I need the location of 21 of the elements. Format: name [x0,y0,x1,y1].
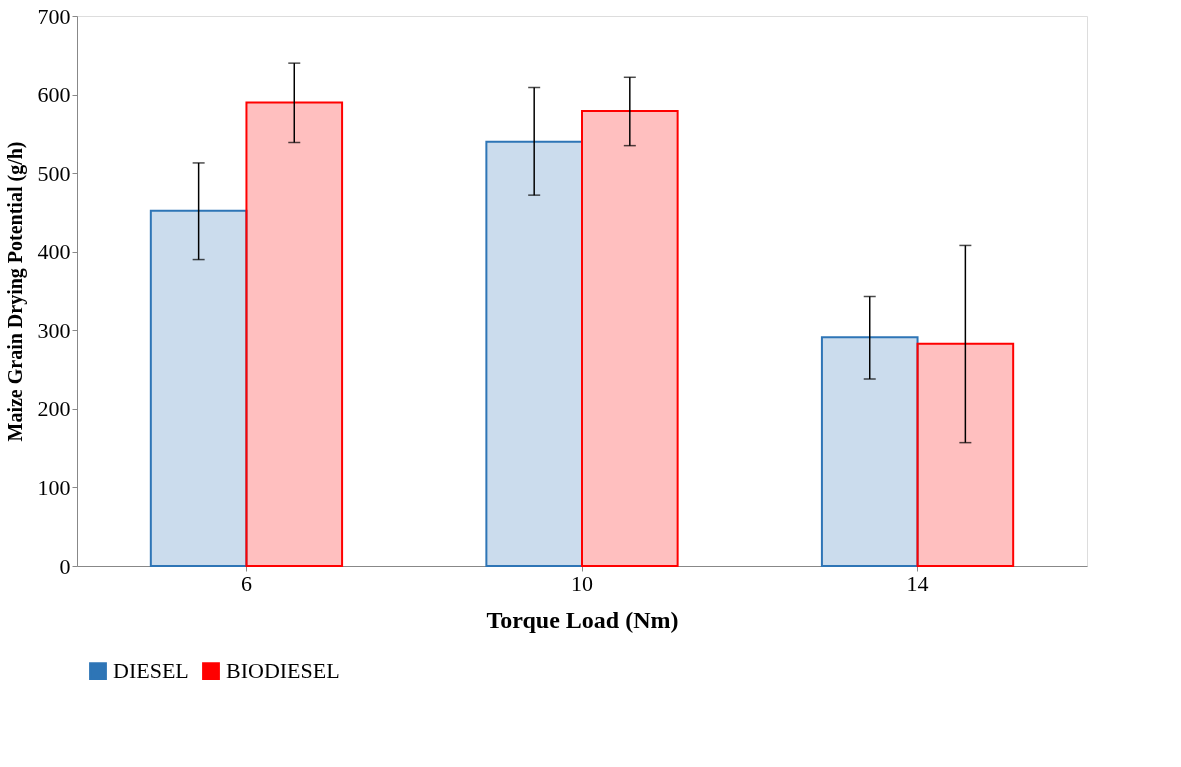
bar [820,336,919,567]
bar [149,209,248,567]
x-tick-label: 14 [906,570,929,596]
y-tick-label: 200 [37,396,71,422]
x-tick-label: 10 [571,570,593,596]
y-tick-label: 0 [59,553,71,579]
bar [916,342,1015,567]
y-axis-title: Maize Grain Drying Potential (g/h) [3,141,27,442]
y-tick-label: 100 [37,474,71,500]
x-tick-label: 6 [240,570,252,596]
bar [485,140,583,567]
y-tick-label: 400 [37,239,71,265]
y-tick-label: 600 [37,82,71,108]
bar [581,110,679,567]
legend-label: BIODIESEL [226,658,340,684]
y-tick-label: 700 [37,3,71,29]
y-tick-label: 500 [37,160,71,186]
legend-label: DIESEL [113,658,189,684]
bar [245,101,344,567]
y-tick-label: 300 [37,317,71,343]
x-axis-title: Torque Load (Nm) [486,606,679,633]
